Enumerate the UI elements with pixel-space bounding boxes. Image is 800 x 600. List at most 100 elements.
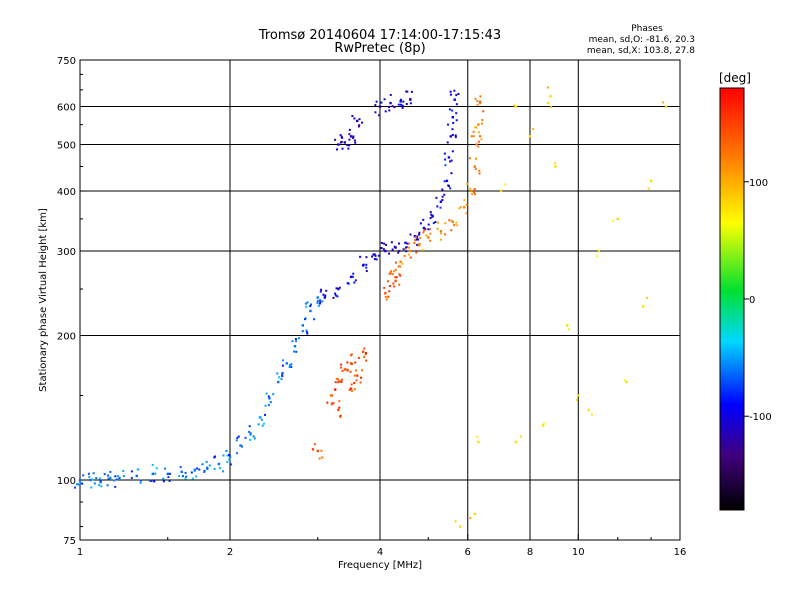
spread-echo — [424, 228, 427, 231]
spread-echo — [372, 253, 375, 256]
spread-echo — [345, 368, 348, 371]
spread-echo — [436, 227, 439, 230]
spread-echo — [402, 248, 405, 251]
spread-echo — [167, 476, 170, 479]
spread-echo — [107, 477, 110, 480]
spread-echo — [365, 270, 368, 273]
spread-echo — [79, 482, 82, 485]
spread-echo — [139, 481, 142, 484]
spread-echo — [463, 206, 466, 209]
spread-echo — [335, 148, 338, 151]
spread-echo — [457, 92, 460, 95]
y-tick-label: 75 — [63, 536, 76, 547]
spread-echo — [136, 468, 139, 471]
spread-echo — [341, 147, 344, 150]
spread-echo — [397, 251, 400, 254]
spread-echo — [479, 135, 482, 138]
data-point — [205, 466, 209, 470]
spread-echo — [427, 223, 430, 226]
spread-echo — [295, 350, 298, 353]
data-point — [343, 141, 347, 144]
spread-echo — [477, 131, 480, 134]
spread-echo — [404, 248, 407, 251]
spread-echo — [387, 295, 390, 298]
spread-echo — [290, 365, 293, 368]
colorbar-ticks: 100 0 -100 — [744, 178, 772, 423]
spread-echo — [472, 135, 475, 138]
data-point — [277, 380, 280, 384]
spread-echo — [252, 435, 255, 438]
data-point — [477, 123, 480, 126]
spread-echo — [122, 469, 125, 472]
spread-echo — [151, 463, 154, 466]
data-point — [459, 525, 462, 528]
data-point — [451, 220, 455, 224]
spread-echo — [546, 86, 549, 89]
spread-echo — [398, 249, 401, 252]
spread-echo — [280, 378, 283, 381]
spread-echo — [353, 388, 356, 391]
spread-echo — [316, 302, 319, 305]
data-point — [528, 135, 532, 138]
spread-echo — [305, 305, 308, 308]
spread-echo — [116, 475, 119, 478]
spread-echo — [365, 359, 368, 362]
spread-echo — [647, 187, 650, 190]
spread-echo — [227, 453, 230, 456]
spread-echo — [107, 474, 110, 477]
spread-echo — [468, 157, 471, 160]
spread-echo — [453, 224, 456, 227]
spread-echo — [208, 464, 211, 467]
colorbar-tick-label: -100 — [749, 412, 772, 423]
spread-echo — [109, 477, 112, 480]
spread-echo — [139, 479, 142, 482]
data-point — [453, 98, 456, 101]
spread-echo — [253, 437, 256, 440]
spread-echo — [184, 477, 187, 480]
spread-echo — [448, 108, 451, 111]
spread-echo — [319, 299, 322, 302]
spread-echo — [414, 236, 417, 239]
spread-echo — [185, 475, 188, 478]
spread-echo — [77, 483, 80, 486]
spread-echo — [415, 251, 418, 254]
spread-echo — [306, 332, 309, 335]
spread-echo — [595, 255, 598, 258]
spread-echo — [451, 133, 454, 136]
spread-echo — [346, 361, 349, 364]
spread-echo — [383, 242, 386, 245]
spread-echo — [304, 318, 307, 321]
x-axis-label: Frequency [MHz] — [338, 560, 422, 571]
spread-echo — [324, 294, 327, 297]
spread-echo — [554, 161, 557, 164]
spread-echo — [222, 470, 225, 473]
data-point — [451, 116, 455, 119]
data-point — [316, 296, 319, 299]
y-tick-label: 200 — [57, 332, 76, 343]
spread-echo — [429, 211, 432, 214]
spread-echo — [263, 413, 266, 416]
spread-echo — [350, 383, 353, 386]
spread-echo — [473, 165, 476, 168]
spread-echo — [383, 286, 386, 289]
spread-echo — [99, 479, 102, 482]
spread-echo — [352, 135, 355, 138]
spread-echo — [405, 250, 408, 253]
spread-echo — [465, 212, 468, 215]
spread-echo — [373, 258, 376, 261]
x-tick-label: 2 — [227, 547, 233, 558]
spread-echo — [449, 93, 452, 96]
data-point — [337, 287, 340, 291]
spread-echo — [355, 379, 358, 382]
spread-echo — [349, 370, 352, 373]
spread-echo — [198, 468, 201, 471]
spread-echo — [479, 100, 482, 103]
spread-echo — [430, 213, 433, 216]
spread-echo — [449, 135, 452, 138]
spread-echo — [319, 301, 322, 304]
data-point — [554, 165, 557, 168]
spread-echo — [359, 255, 362, 258]
spread-echo — [399, 103, 402, 106]
spread-echo — [478, 169, 481, 172]
spread-echo — [393, 245, 396, 248]
